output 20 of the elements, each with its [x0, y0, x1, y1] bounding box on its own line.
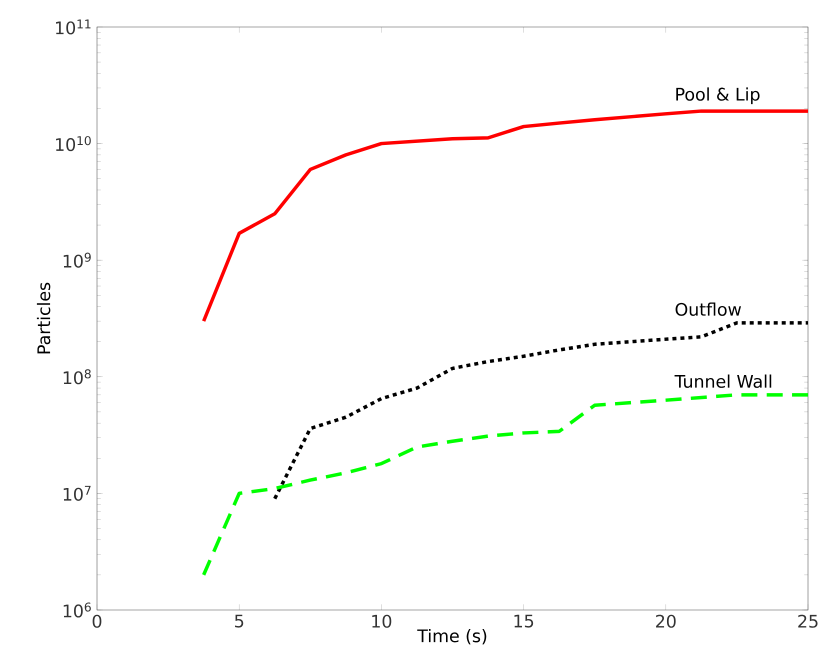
series-label: Pool & Lip: [676, 87, 760, 104]
y-tick-label: 10$^{8}$: [64, 369, 91, 384]
line-series: [273, 321, 810, 500]
y-tick-label: 10$^{11}$: [56, 20, 90, 34]
line-series: [202, 393, 810, 577]
line-series: [202, 109, 810, 323]
series-label: Outflow: [676, 302, 741, 316]
y-axis-title: Particles: [36, 282, 50, 354]
x-tick-label: 25: [798, 614, 818, 628]
y-tick-label: 10$^{9}$: [64, 252, 91, 268]
y-tick-label: 10$^{7}$: [64, 486, 91, 501]
series-label: Tunnel Wall: [674, 374, 772, 388]
x-tick-label: 5: [235, 614, 244, 628]
x-tick-label: 10: [372, 614, 392, 628]
y-tick-label: 10$^{6}$: [64, 602, 91, 618]
x-tick-label: 15: [514, 614, 534, 628]
x-axis-title: Time (s): [417, 628, 486, 644]
x-tick-label: 0: [92, 614, 102, 628]
x-tick-label: 20: [656, 614, 676, 628]
y-tick-label: 10$^{10}$: [56, 136, 91, 152]
